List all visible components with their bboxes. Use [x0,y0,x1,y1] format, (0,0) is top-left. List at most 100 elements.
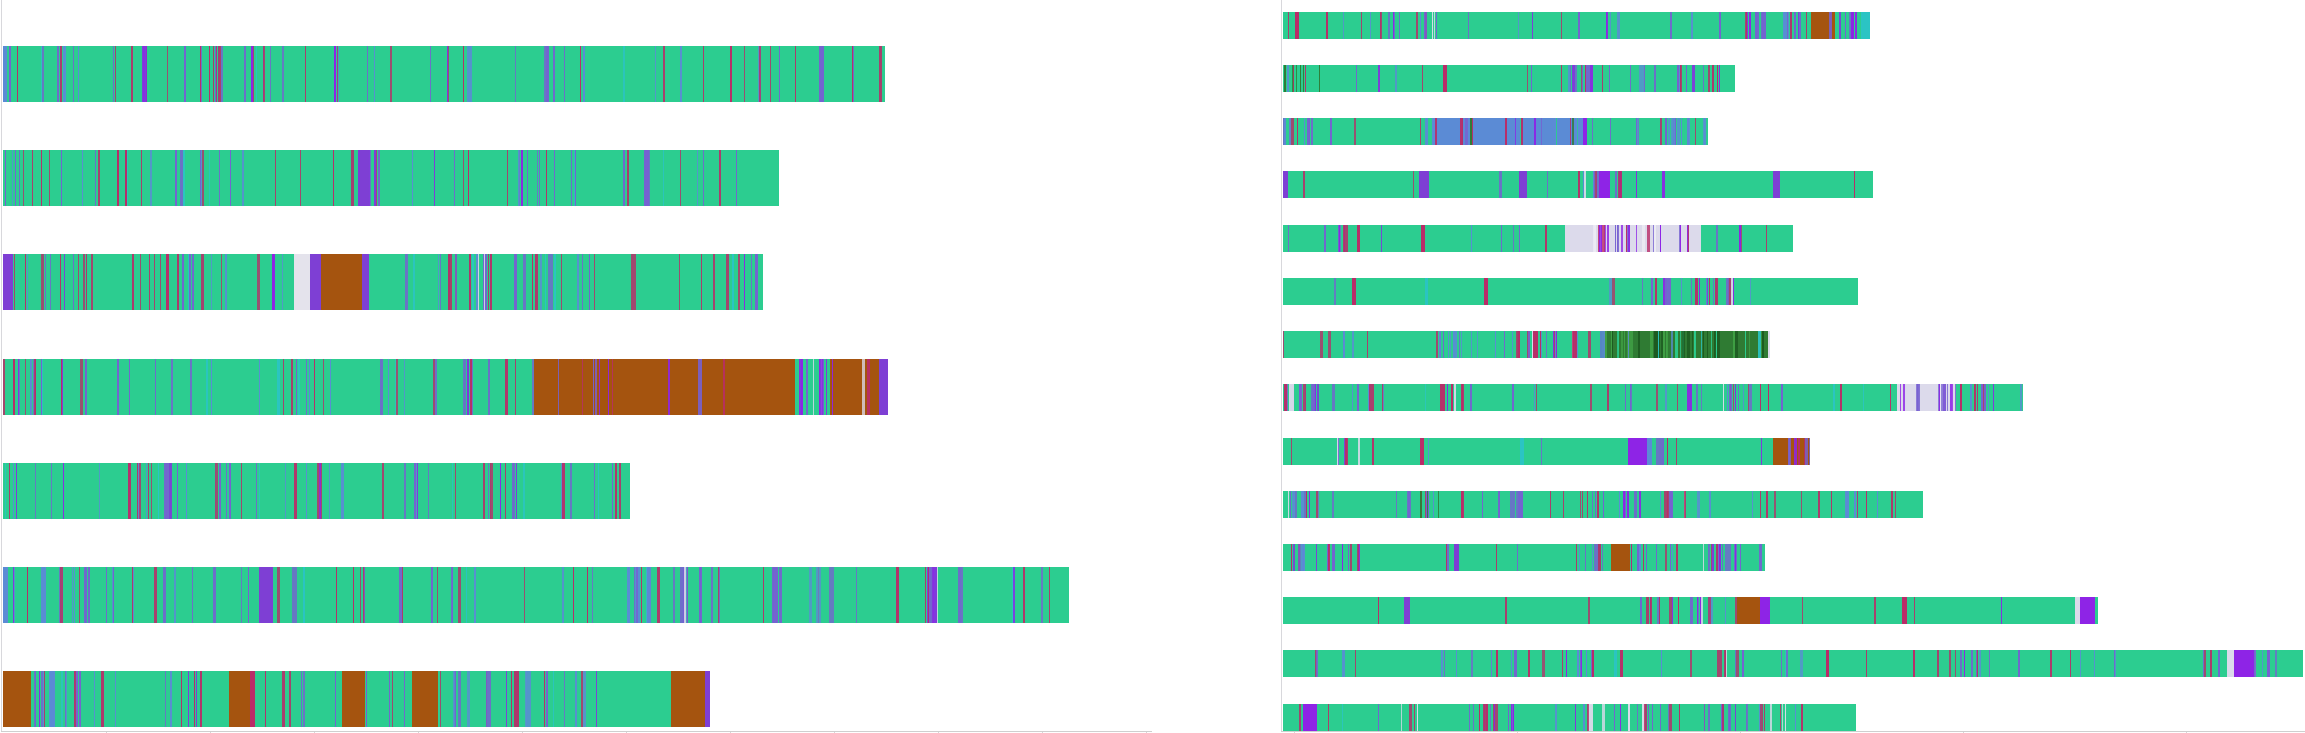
stripe [62,359,64,415]
stripe [1343,12,1345,39]
stripe [1963,650,1965,677]
stripe [1651,704,1653,731]
stripe [1717,65,1719,92]
stripe [1699,278,1701,305]
stripe [1370,12,1372,39]
stripe [1658,438,1662,465]
stripe [1437,491,1439,518]
stripe [856,567,858,623]
stripe [1728,384,1731,411]
segment-sparse [1612,65,1677,92]
stripe [241,150,244,206]
stripe [1757,331,1761,358]
segment-dense [2254,650,2273,677]
stripe [462,150,464,206]
stripe [1561,12,1563,39]
stripe [1398,12,1400,39]
stripe [117,150,119,206]
stripe [931,567,937,623]
stripe [1662,331,1664,358]
stripe [60,567,64,623]
stripe [1760,704,1763,731]
stripe [1665,278,1671,305]
stripe [1724,544,1730,571]
stripe [453,671,456,727]
stripe [1328,544,1331,571]
stripe [1415,12,1418,39]
stripe [1316,384,1319,411]
stripe [1866,650,1868,677]
stripe [1642,225,1646,252]
stripe [1640,597,1643,624]
stripe [1703,65,1705,92]
stripe [82,254,85,310]
stripe [288,671,291,727]
stripe [679,254,681,310]
stripe [41,671,44,727]
stripe [1588,331,1592,358]
chromosome-bar-R9 [1283,438,1810,465]
stripe [1581,65,1583,92]
stripe [1950,384,1953,411]
stripe [507,150,509,206]
chromosome-bar-R7 [1283,331,1770,358]
stripe [1765,225,1767,252]
stripe [1432,491,1434,518]
stripe [446,46,448,102]
stripe [1527,331,1530,358]
stripe [1690,12,1693,39]
stripe [1745,704,1747,731]
stripe [924,567,926,623]
stripe [1520,118,1523,145]
stripe [1432,12,1434,39]
stripe [1751,491,1753,518]
stripe [190,359,193,415]
stripe [1635,225,1637,252]
stripe [1331,544,1335,571]
chromosome-bar-R11 [1283,544,1765,571]
stripe [1890,384,1892,411]
stripe [1687,225,1690,252]
stripe [1873,597,1876,624]
stripe [1357,384,1360,411]
stripe [1582,65,1584,92]
stripe [282,254,284,310]
segment-sparse [1287,171,1419,198]
segment-sparse [1507,225,1566,252]
segment-magenta [1352,278,1357,305]
segment-brown [229,671,251,727]
stripe [306,359,308,415]
segment-dense [1283,544,1308,571]
stripe [1941,384,1947,411]
stripe [1507,704,1509,731]
stripe [523,254,527,310]
stripe [2267,650,2271,677]
stripe [1789,12,1792,39]
stripe [1290,491,1292,518]
stripe [644,150,650,206]
segment-magenta [1420,225,1425,252]
stripe [168,463,172,519]
stripe [1680,118,1682,145]
stripe [128,463,132,519]
stripe [552,671,554,727]
stripe [1979,650,1982,677]
stripe [1762,704,1764,731]
stripe [216,46,218,102]
stripe [438,254,440,310]
stripe [106,567,108,623]
stripe [18,150,20,206]
segment-sparse [1810,704,1856,731]
stripe [1300,544,1303,571]
stripe [525,671,528,727]
stripe [1601,225,1605,252]
stripe [220,254,222,310]
stripe [1338,225,1340,252]
stripe [1329,118,1332,145]
stripe [1532,331,1538,358]
stripe [504,359,508,415]
stripe [1578,171,1581,198]
stripe [23,150,25,206]
stripe [564,671,566,727]
stripe [1556,118,1558,145]
